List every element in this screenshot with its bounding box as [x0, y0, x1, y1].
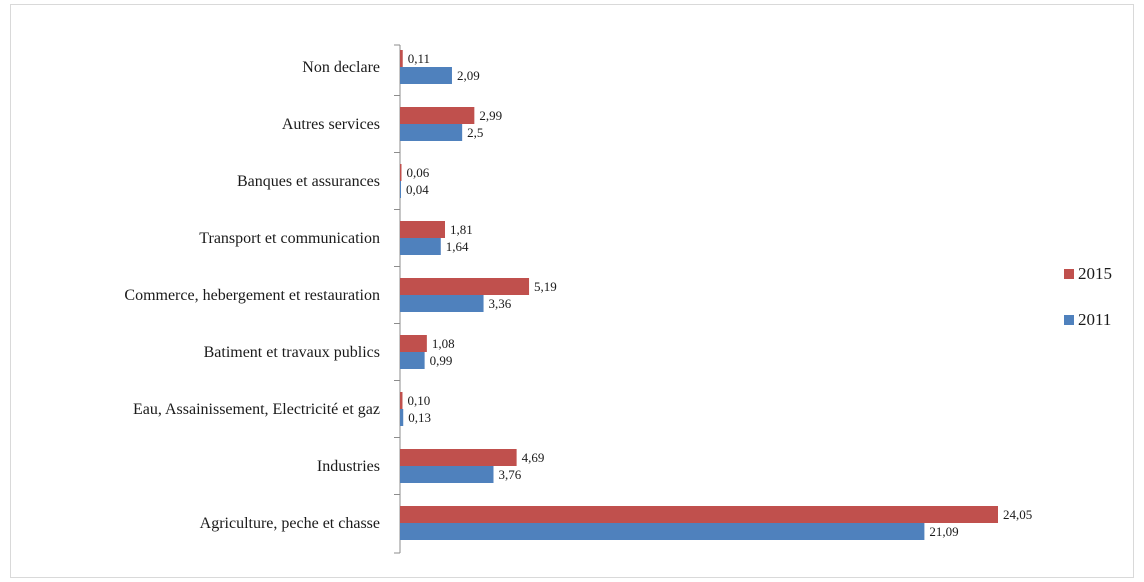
data-label-2011: 21,09	[929, 524, 958, 539]
data-label-2011: 1,64	[446, 239, 469, 254]
data-label-2015: 0,11	[408, 51, 430, 66]
bar-2011	[400, 295, 484, 312]
category-label: Autres services	[282, 116, 380, 133]
bar-2015	[400, 164, 402, 181]
data-label-2015: 4,69	[522, 450, 545, 465]
bar-2011	[400, 409, 404, 426]
bar-2011	[400, 466, 494, 483]
bar-2011	[400, 238, 441, 255]
category-label: Industries	[317, 458, 380, 475]
legend-label-2015: 2015	[1078, 264, 1112, 283]
data-label-2011: 2,5	[467, 125, 483, 140]
data-label-2011: 2,09	[457, 68, 480, 83]
category-label: Transport et communication	[199, 230, 380, 247]
chart-frame	[10, 4, 1134, 578]
category-label: Agriculture, peche et chasse	[200, 515, 380, 532]
legend-label-2011: 2011	[1078, 310, 1111, 329]
data-label-2015: 2,99	[479, 108, 502, 123]
category-label: Batiment et travaux publics	[204, 344, 380, 361]
plot-area: Non declare 0,11 2,09 Autres services 2,99 2,…	[124, 44, 1032, 554]
legend: 2015 2011	[1064, 264, 1112, 329]
data-label-2015: 0,06	[406, 165, 429, 180]
bar-2015	[400, 506, 998, 523]
bar-2015	[400, 221, 446, 238]
bar-2011	[400, 181, 401, 198]
data-label-2015: 5,19	[534, 279, 557, 294]
bar-2011	[400, 124, 463, 141]
bar-2015	[400, 278, 530, 295]
legend-swatch-2015	[1064, 269, 1074, 279]
data-label-2015: 1,81	[450, 222, 473, 237]
category-label: Eau, Assainissement, Electricité et gaz	[133, 401, 380, 418]
data-label-2011: 3,36	[489, 296, 512, 311]
data-label-2015: 0,10	[407, 393, 430, 408]
data-label-2011: 0,13	[408, 410, 431, 425]
category-label: Banques et assurances	[237, 173, 380, 190]
data-label-2011: 0,99	[430, 353, 453, 368]
bar-2015	[400, 50, 403, 67]
category-label: Commerce, hebergement et restauration	[124, 287, 380, 304]
bar-2015	[400, 392, 403, 409]
bar-2015	[400, 335, 427, 352]
data-label-2015: 1,08	[432, 336, 455, 351]
legend-swatch-2011	[1064, 315, 1074, 325]
category-label: Non declare	[302, 59, 380, 76]
bar-2011	[400, 67, 452, 84]
bar-2015	[400, 449, 517, 466]
data-label-2011: 0,04	[406, 182, 429, 197]
data-label-2011: 3,76	[498, 467, 521, 482]
bar-2011	[400, 352, 425, 369]
data-label-2015: 24,05	[1003, 507, 1032, 522]
bar-2011	[400, 523, 925, 540]
bar-2015	[400, 107, 475, 124]
